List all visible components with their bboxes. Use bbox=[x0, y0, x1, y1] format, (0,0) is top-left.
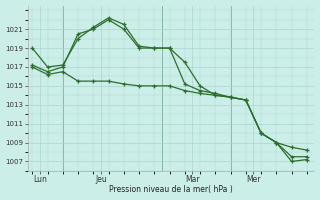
X-axis label: Pression niveau de la mer( hPa ): Pression niveau de la mer( hPa ) bbox=[109, 185, 233, 194]
